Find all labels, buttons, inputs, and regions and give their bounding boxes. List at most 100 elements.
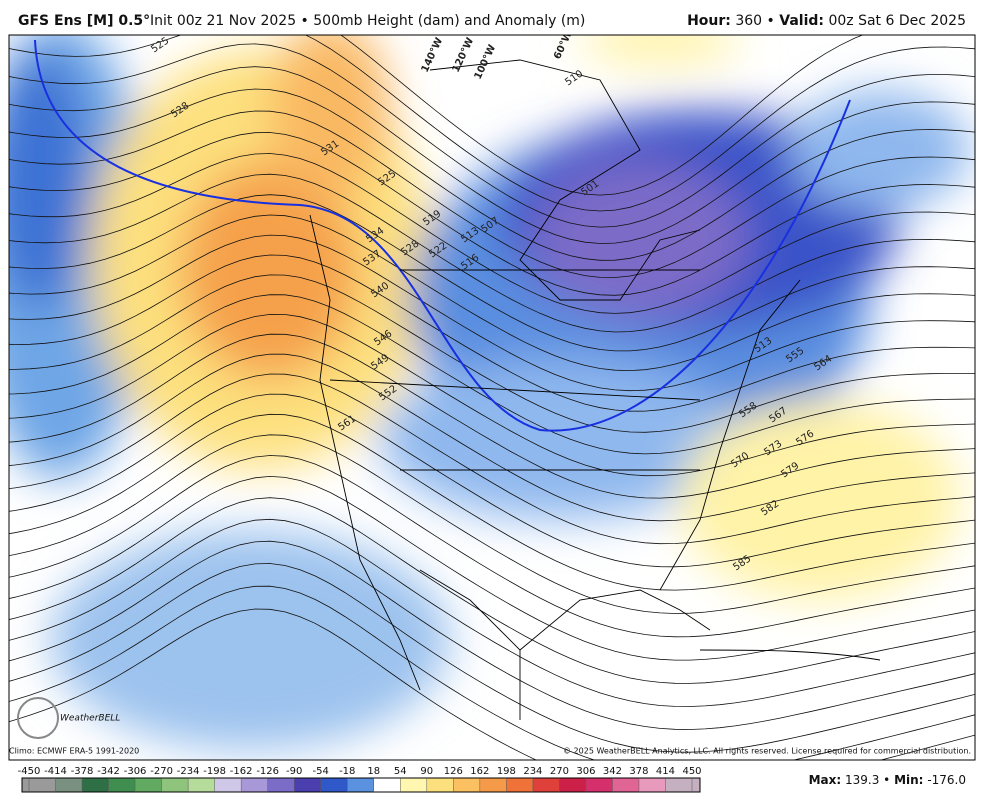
- separator: •: [767, 13, 775, 29]
- contour: [9, 393, 975, 568]
- colorbar-swatch: [426, 778, 454, 792]
- colorbar-tick-label: 54: [394, 766, 407, 777]
- contour: [9, 455, 975, 638]
- colorbar-tick-label: -90: [286, 766, 302, 777]
- contour: [9, 214, 975, 372]
- contour: [9, 110, 975, 278]
- colorbar-swatch: [532, 778, 560, 792]
- colorbar-swatch: [267, 778, 295, 792]
- colorbar-tick-label: 270: [550, 766, 569, 777]
- contour: [9, 353, 975, 522]
- extremes: Max: 139.3 • Min: -176.0: [809, 773, 966, 787]
- valid-label: Valid:: [779, 13, 824, 29]
- colorbar-swatch: [55, 778, 83, 792]
- contour: [9, 585, 975, 760]
- colorbar-tick-label: 234: [523, 766, 542, 777]
- colorbar-tick-label: -414: [44, 766, 67, 777]
- valid: 00z Sat 6 Dec 2025: [828, 13, 966, 29]
- colorbar-tick-label: 18: [367, 766, 380, 777]
- colorbar-swatch: [347, 778, 374, 792]
- colorbar-tick-label: -126: [256, 766, 279, 777]
- contour: [9, 373, 975, 545]
- contour: [9, 434, 975, 614]
- contour: [9, 153, 975, 314]
- colorbar-tick-label: -234: [177, 766, 200, 777]
- colorbar-tick-label: 378: [629, 766, 648, 777]
- contour: [9, 518, 975, 707]
- min: -176.0: [927, 773, 966, 787]
- colorbar-swatch: [135, 778, 162, 792]
- colorbar-swatch: [638, 778, 666, 792]
- colorbar-frame: [21, 777, 701, 793]
- colorbar-tick-label: -198: [203, 766, 226, 777]
- contour: [9, 194, 975, 352]
- valid-info: Hour: 360 • Valid: 00z Sat 6 Dec 2025: [687, 13, 966, 29]
- logo: WeatherBELL: [60, 714, 120, 724]
- climo: Climo: ECMWF ERA-5 1991-2020: [9, 747, 139, 756]
- colorbar-tick-label: -378: [71, 766, 94, 777]
- contour: [9, 254, 975, 412]
- colorbar: -450 -414 -378 -342 -306 -270 -234 -198 -162 -126…: [18, 766, 702, 793]
- max-label: Max:: [809, 773, 842, 787]
- logo-ring: [17, 697, 59, 739]
- contour: [9, 497, 975, 684]
- colorbar-swatch: [188, 778, 215, 792]
- colorbar-tick-label: -54: [313, 766, 329, 777]
- colorbar-swatch: [108, 778, 136, 792]
- colorbar-tick-label: 198: [497, 766, 516, 777]
- contour: [340, 35, 864, 196]
- colorbar-swatch: [241, 778, 268, 792]
- colorbar-tick-label: 90: [420, 766, 433, 777]
- max: 139.3: [845, 773, 879, 787]
- contour: [9, 173, 975, 333]
- colorbar-tick-label: 342: [603, 766, 622, 777]
- colorbar-swatch: [665, 778, 700, 792]
- contour: [9, 66, 975, 244]
- contour: [9, 563, 975, 753]
- contour: [9, 540, 975, 730]
- contour: [9, 43, 975, 228]
- colorbar-tick-label: -450: [18, 766, 41, 777]
- colorbar-swatch: [612, 778, 639, 792]
- contour: [9, 234, 975, 392]
- colorbar-swatch: [479, 778, 507, 792]
- contour: [9, 88, 975, 261]
- map-frame: [8, 34, 976, 761]
- colorbar-swatch: [214, 778, 242, 792]
- contour: [9, 132, 975, 296]
- coastlines: [309, 59, 881, 720]
- colorbar-swatch: [506, 778, 533, 792]
- colorbar-tick-label: 126: [444, 766, 463, 777]
- colorbar-swatch: [320, 778, 348, 792]
- colorbar-tick-label: -18: [339, 766, 355, 777]
- colorbar-tick-label: 306: [576, 766, 595, 777]
- colorbar-swatch: [294, 778, 321, 792]
- highlight-contour: [34, 39, 851, 432]
- colorbar-swatch: [373, 778, 401, 792]
- colorbar-swatch: [453, 778, 480, 792]
- colorbar-swatch: [161, 778, 189, 792]
- colorbar-swatch: [400, 778, 427, 792]
- colorbar-tick-label: 450: [682, 766, 701, 777]
- contour: [9, 35, 975, 212]
- colorbar-swatch: [82, 778, 109, 792]
- title: Init 00z 21 Nov 2025 • 500mb Height (dam…: [150, 13, 585, 29]
- contour: [9, 333, 975, 499]
- colorbar-tick-label: -162: [230, 766, 253, 777]
- separator: •: [883, 773, 890, 787]
- contour: [9, 274, 975, 433]
- colorbar-tick-label: -306: [124, 766, 147, 777]
- hour: 360: [735, 13, 762, 29]
- colorbar-tick-label: -270: [150, 766, 173, 777]
- model: GFS Ens [M] 0.5°: [18, 13, 150, 29]
- colorbar-tick-label: -342: [97, 766, 120, 777]
- colorbar-swatch: [22, 778, 56, 792]
- min-label: Min:: [894, 773, 923, 787]
- contour: [9, 475, 975, 661]
- colorbar-tick-label: 414: [656, 766, 675, 777]
- copyright: © 2025 WeatherBELL Analytics, LLC. All r…: [563, 747, 971, 756]
- hour-label: Hour:: [687, 13, 731, 29]
- colorbar-swatch: [585, 778, 613, 792]
